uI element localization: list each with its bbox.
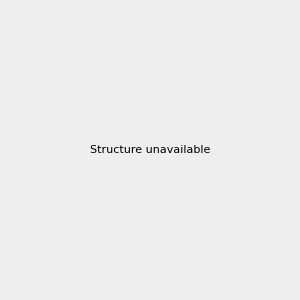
Text: Structure unavailable: Structure unavailable <box>90 145 210 155</box>
